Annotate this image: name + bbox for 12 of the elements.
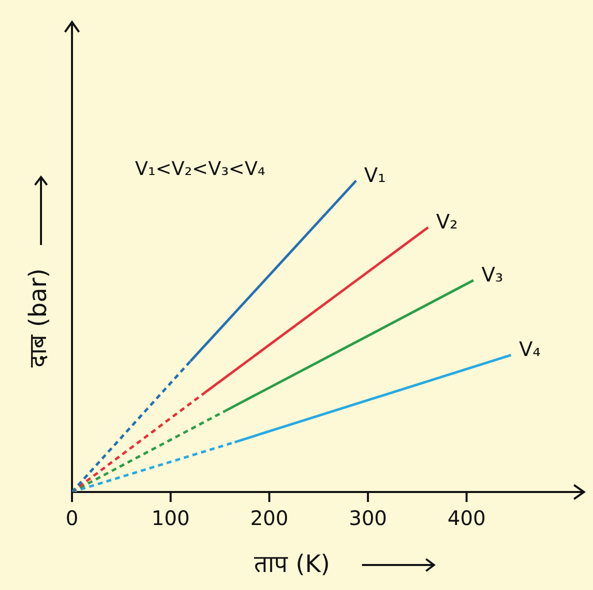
x-tick-label: 400 [447, 506, 486, 530]
x-axis-title: ताप (K) [254, 550, 330, 578]
x-tick-label: 0 [66, 506, 78, 530]
y-axis-title: दाब (bar) [24, 268, 52, 368]
x-tick-label: 100 [152, 506, 190, 530]
text: V₁<V₂<V₃<V₄ [135, 158, 266, 180]
series-label: V₁ [364, 162, 386, 187]
series-label: V₂ [436, 210, 458, 234]
x-tick-label: 300 [348, 506, 388, 530]
x-tick-label: 200 [250, 506, 288, 530]
series-label: V₄ [518, 337, 541, 362]
series-label: V₃ [481, 262, 504, 286]
